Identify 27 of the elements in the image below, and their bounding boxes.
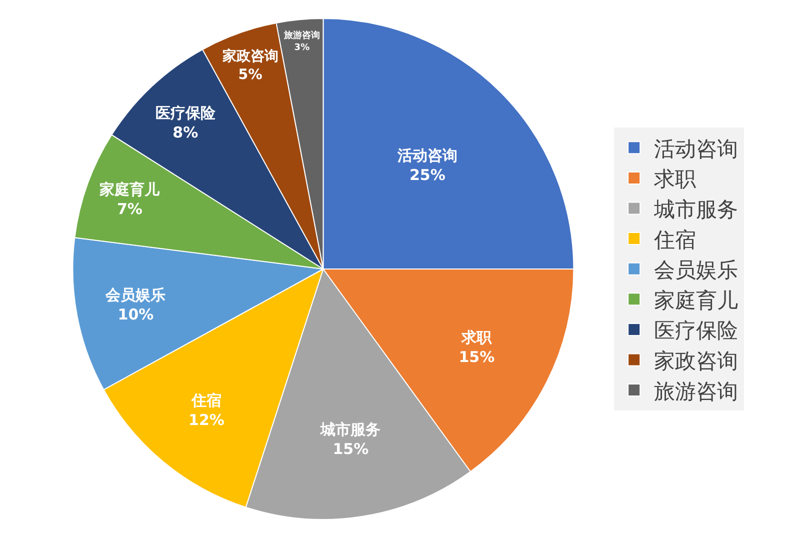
legend-label: 求职: [654, 167, 696, 192]
slice-label: 活动咨询: [396, 146, 458, 164]
legend-label: 活动咨询: [654, 136, 738, 161]
slice-label: 家庭育儿: [98, 180, 161, 199]
legend-label: 城市服务: [653, 197, 738, 222]
data-label: 3%: [294, 42, 310, 53]
slice-label: 住宿: [190, 391, 222, 410]
legend-label: 会员娱乐: [654, 258, 738, 282]
data-label: 5%: [238, 67, 262, 84]
slice-label: 会员娱乐: [104, 286, 166, 304]
data-label: 15%: [458, 348, 495, 366]
slice-label: 求职: [460, 328, 493, 346]
legend-label: 家庭育儿: [654, 288, 738, 312]
slice-label: 家政咨询: [221, 48, 278, 65]
legend-label: 医疗保险: [654, 318, 738, 343]
data-label: 25%: [410, 166, 446, 184]
slice-label: 旅游咨询: [282, 30, 320, 42]
legend-label: 家政咨询: [654, 348, 738, 373]
data-label: 7%: [117, 200, 142, 218]
data-label: 8%: [172, 124, 198, 142]
slice-label: 医疗保险: [155, 104, 216, 122]
data-label: 10%: [118, 306, 154, 324]
data-label: 12%: [188, 410, 224, 429]
legend-label: 住宿: [653, 228, 696, 252]
data-label: 15%: [332, 440, 369, 458]
slice-label: 城市服务: [320, 420, 381, 438]
legend-label: 旅游咨询: [654, 379, 738, 404]
